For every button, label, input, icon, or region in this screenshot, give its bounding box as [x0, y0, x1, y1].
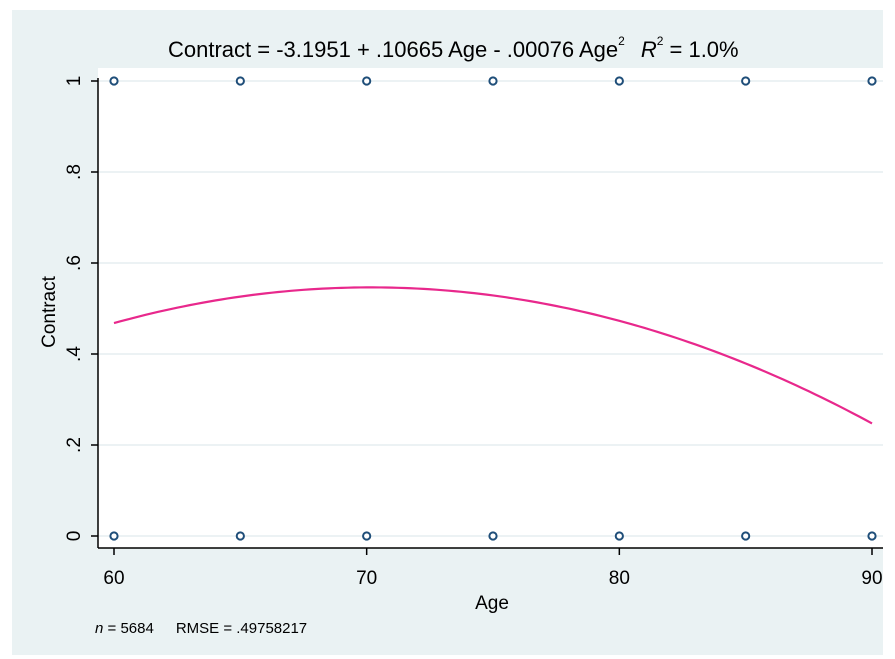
plot-area — [98, 68, 883, 548]
note-rmse: RMSE = .49758217 — [176, 620, 307, 637]
fitted-curve — [113, 286, 873, 425]
scatter-points — [109, 76, 877, 541]
scatter-point-13 — [867, 531, 877, 541]
y-tick-label: .4 — [64, 346, 85, 362]
fit-line-layer — [113, 286, 873, 425]
y-tick-label: .6 — [64, 255, 85, 271]
x-tick-label: 60 — [103, 568, 124, 589]
title-superscript: 2 — [618, 34, 625, 48]
y-tick-label: 1 — [64, 76, 85, 87]
y-axis-title: Contract — [39, 275, 60, 348]
title-r2-superscript: 2 — [657, 34, 664, 48]
title-equation: Contract = -3.1951 + .10665 Age - .00076… — [168, 37, 618, 62]
scatter-point-12 — [741, 531, 751, 541]
x-tick-label: 80 — [609, 568, 630, 589]
scatter-point-1 — [235, 76, 245, 86]
scatter-point-11 — [614, 531, 624, 541]
x-axis-title: Age — [475, 593, 509, 614]
y-tick-label: .2 — [64, 437, 85, 453]
note-n-value: = 5684 — [103, 620, 153, 637]
scatter-point-10 — [488, 531, 498, 541]
regression-note: n = 5684 RMSE = .49758217 — [95, 620, 307, 637]
scatter-point-6 — [867, 76, 877, 86]
y-tick-label: .8 — [64, 164, 85, 180]
scatter-point-0 — [109, 76, 119, 86]
x-tick-label: 90 — [861, 568, 882, 589]
x-tick-label: 70 — [356, 568, 377, 589]
scatter-point-2 — [362, 76, 372, 86]
scatter-point-5 — [741, 76, 751, 86]
title-r2-letter: R — [641, 37, 657, 62]
note-n-label: n — [95, 620, 103, 637]
y-tick-label: 0 — [64, 531, 85, 542]
axes: 0 .2 .4 .6 .8 1 60 70 80 90 — [64, 76, 883, 589]
chart-title: Contract = -3.1951 + .10665 Age - .00076… — [168, 34, 739, 62]
scatter-point-9 — [362, 531, 372, 541]
scatter-point-7 — [109, 531, 119, 541]
scatter-point-4 — [614, 76, 624, 86]
scatter-point-8 — [235, 531, 245, 541]
scatter-point-3 — [488, 76, 498, 86]
title-r2-value: = 1.0% — [663, 37, 738, 62]
